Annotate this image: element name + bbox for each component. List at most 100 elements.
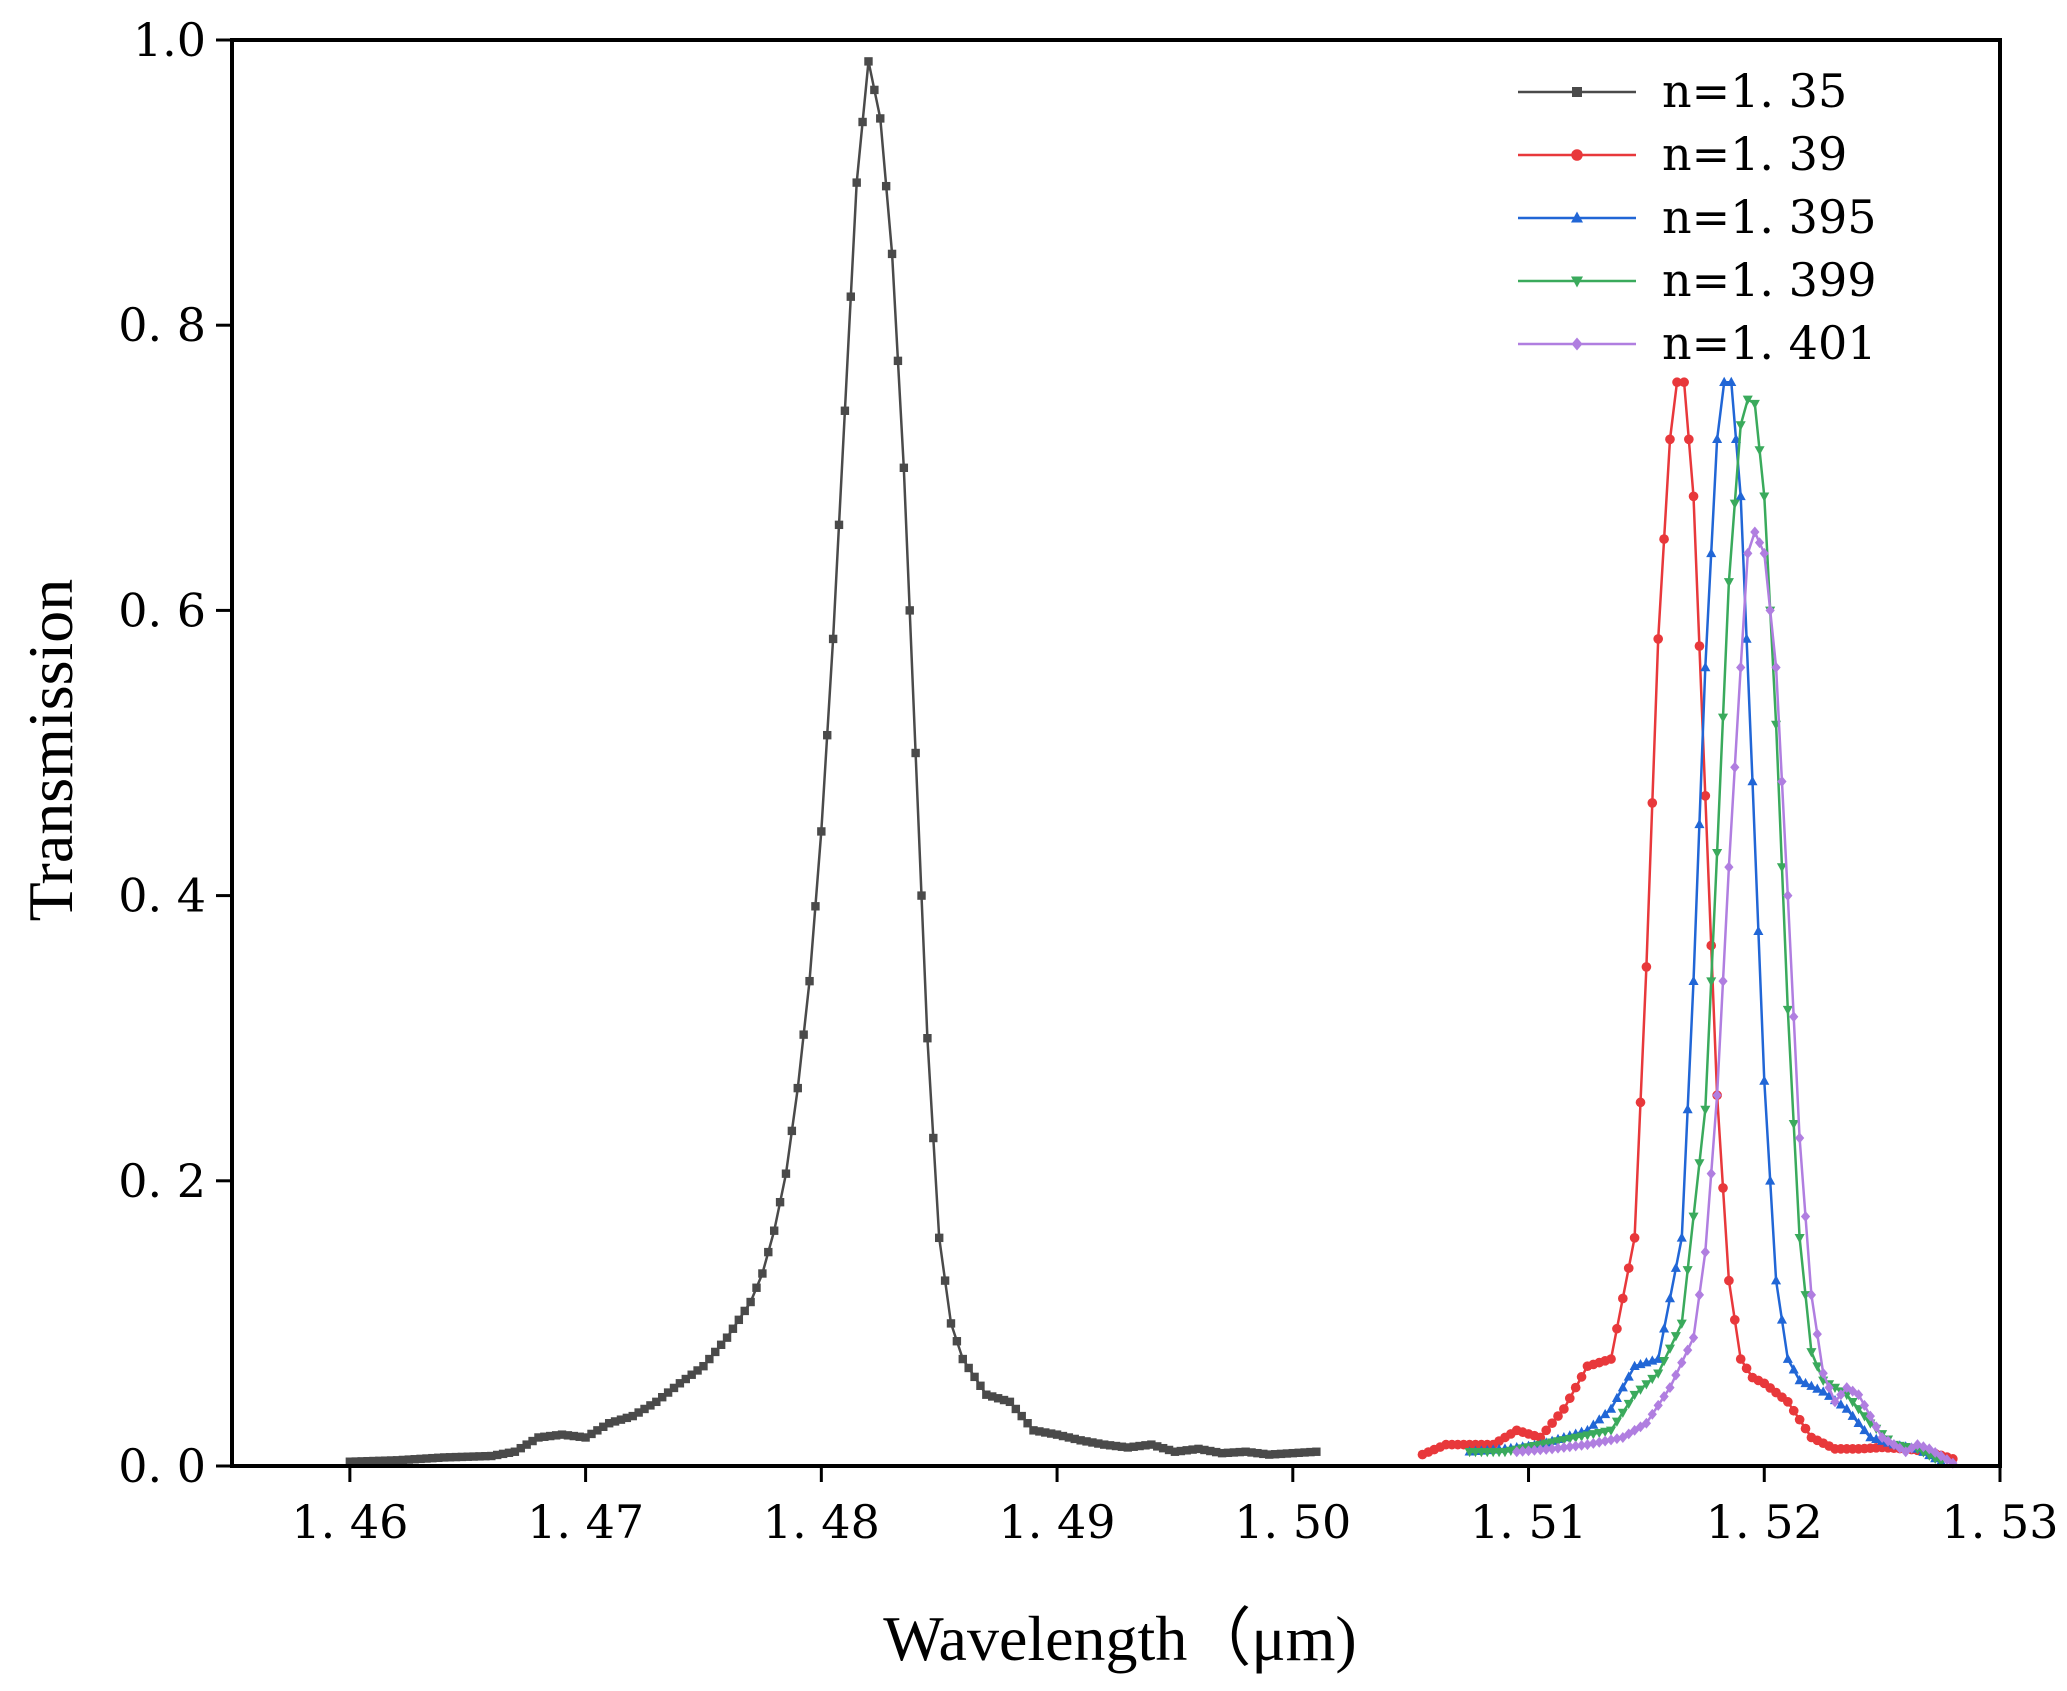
data-point — [1659, 1357, 1670, 1367]
data-point — [1606, 1403, 1617, 1413]
data-point — [976, 1381, 985, 1390]
data-point — [817, 827, 826, 836]
data-point — [528, 1436, 537, 1446]
legend-label: n=1. 401 — [1662, 316, 1876, 370]
data-point — [764, 1247, 773, 1257]
data-point — [1553, 1442, 1563, 1454]
data-point — [929, 1133, 938, 1143]
data-point — [1182, 1446, 1191, 1455]
data-point — [828, 634, 838, 644]
axes: 1. 46 1. 47 1. 48 1. 49 1. 50 1. 51 1. 52 1. 53… — [118, 13, 2058, 1549]
data-point — [652, 1397, 661, 1407]
data-point — [1706, 1168, 1716, 1180]
data-point — [1594, 1436, 1604, 1448]
data-point — [1594, 1428, 1605, 1439]
data-point — [1723, 578, 1734, 588]
data-point — [1559, 1442, 1569, 1453]
data-point — [487, 1451, 496, 1461]
data-point — [1653, 1369, 1664, 1379]
data-point — [1082, 1437, 1091, 1446]
data-point — [1088, 1438, 1097, 1447]
data-point — [1670, 1332, 1681, 1342]
data-point — [1789, 1011, 1799, 1023]
legend-marker — [1571, 211, 1583, 223]
data-point — [1930, 1446, 1940, 1458]
data-point — [1211, 1447, 1221, 1457]
data-point — [693, 1366, 702, 1375]
data-point — [740, 1306, 749, 1316]
legend-item: n=1. 401 — [1518, 316, 1876, 370]
data-point — [846, 292, 855, 301]
data-point — [1729, 499, 1740, 509]
data-point — [1158, 1443, 1168, 1453]
data-point — [498, 1449, 508, 1459]
x-tick-label: 1. 46 — [291, 1495, 408, 1549]
data-point — [381, 1456, 390, 1465]
data-point — [604, 1419, 614, 1428]
data-point — [1679, 377, 1689, 388]
data-point — [1735, 421, 1746, 431]
data-point — [434, 1453, 443, 1463]
data-point — [1570, 1433, 1581, 1443]
data-point — [1635, 1385, 1646, 1395]
data-point — [1229, 1448, 1239, 1457]
data-point — [1606, 1354, 1616, 1364]
data-point — [1719, 376, 1730, 387]
data-point — [1749, 399, 1760, 410]
data-point — [581, 1433, 590, 1442]
data-point — [1641, 962, 1652, 972]
data-point — [1750, 526, 1760, 538]
legend: n=1. 35 n=1. 39 n=1. 395 n=1. 399 n=1. 401 — [1518, 64, 1876, 370]
data-point — [1712, 849, 1723, 859]
data-point — [1547, 1443, 1557, 1455]
data-point — [1223, 1448, 1233, 1458]
data-point — [1742, 395, 1753, 405]
x-tick-label: 1. 53 — [1941, 1495, 2058, 1549]
data-point — [1694, 1159, 1705, 1169]
data-point — [1806, 1289, 1817, 1301]
data-point — [504, 1448, 514, 1458]
data-point — [1706, 977, 1717, 987]
data-point — [363, 1456, 372, 1466]
data-point — [1688, 491, 1699, 502]
data-point — [1188, 1445, 1197, 1454]
data-point — [1035, 1427, 1044, 1436]
data-point — [952, 1337, 962, 1346]
data-point — [551, 1431, 561, 1440]
data-point — [1782, 1005, 1793, 1016]
data-point — [1588, 1430, 1599, 1440]
data-point — [1312, 1447, 1321, 1456]
x-axis-title: Wavelength（μm) — [883, 1603, 1356, 1674]
data-point — [1718, 1183, 1728, 1193]
data-point — [1576, 1372, 1587, 1382]
data-point — [722, 1333, 732, 1342]
data-point — [769, 1226, 779, 1235]
data-point — [1942, 1454, 1952, 1466]
data-point — [634, 1408, 643, 1417]
data-point — [1235, 1447, 1244, 1457]
data-point — [1553, 1411, 1563, 1421]
data-point — [1570, 1382, 1581, 1393]
data-point — [1123, 1443, 1132, 1452]
data-point — [1747, 776, 1758, 786]
data-point — [734, 1315, 744, 1325]
y-axis-title: Transmission — [15, 579, 86, 922]
data-point — [1518, 1445, 1528, 1457]
legend-marker — [1572, 87, 1582, 97]
data-point — [1270, 1450, 1280, 1459]
data-point — [469, 1452, 478, 1461]
data-point — [1683, 1344, 1693, 1356]
data-point — [599, 1422, 608, 1431]
data-point — [1795, 1132, 1805, 1144]
data-point — [675, 1379, 685, 1388]
data-point — [864, 57, 873, 66]
legend-item: n=1. 35 — [1518, 64, 1847, 118]
data-point — [899, 463, 909, 472]
data-point — [1694, 818, 1705, 829]
data-point — [1076, 1436, 1085, 1445]
data-point — [1635, 1097, 1646, 1108]
data-point — [940, 1276, 950, 1285]
data-point — [1871, 1433, 1882, 1444]
data-point — [1859, 1424, 1870, 1435]
data-point — [1588, 1437, 1598, 1449]
